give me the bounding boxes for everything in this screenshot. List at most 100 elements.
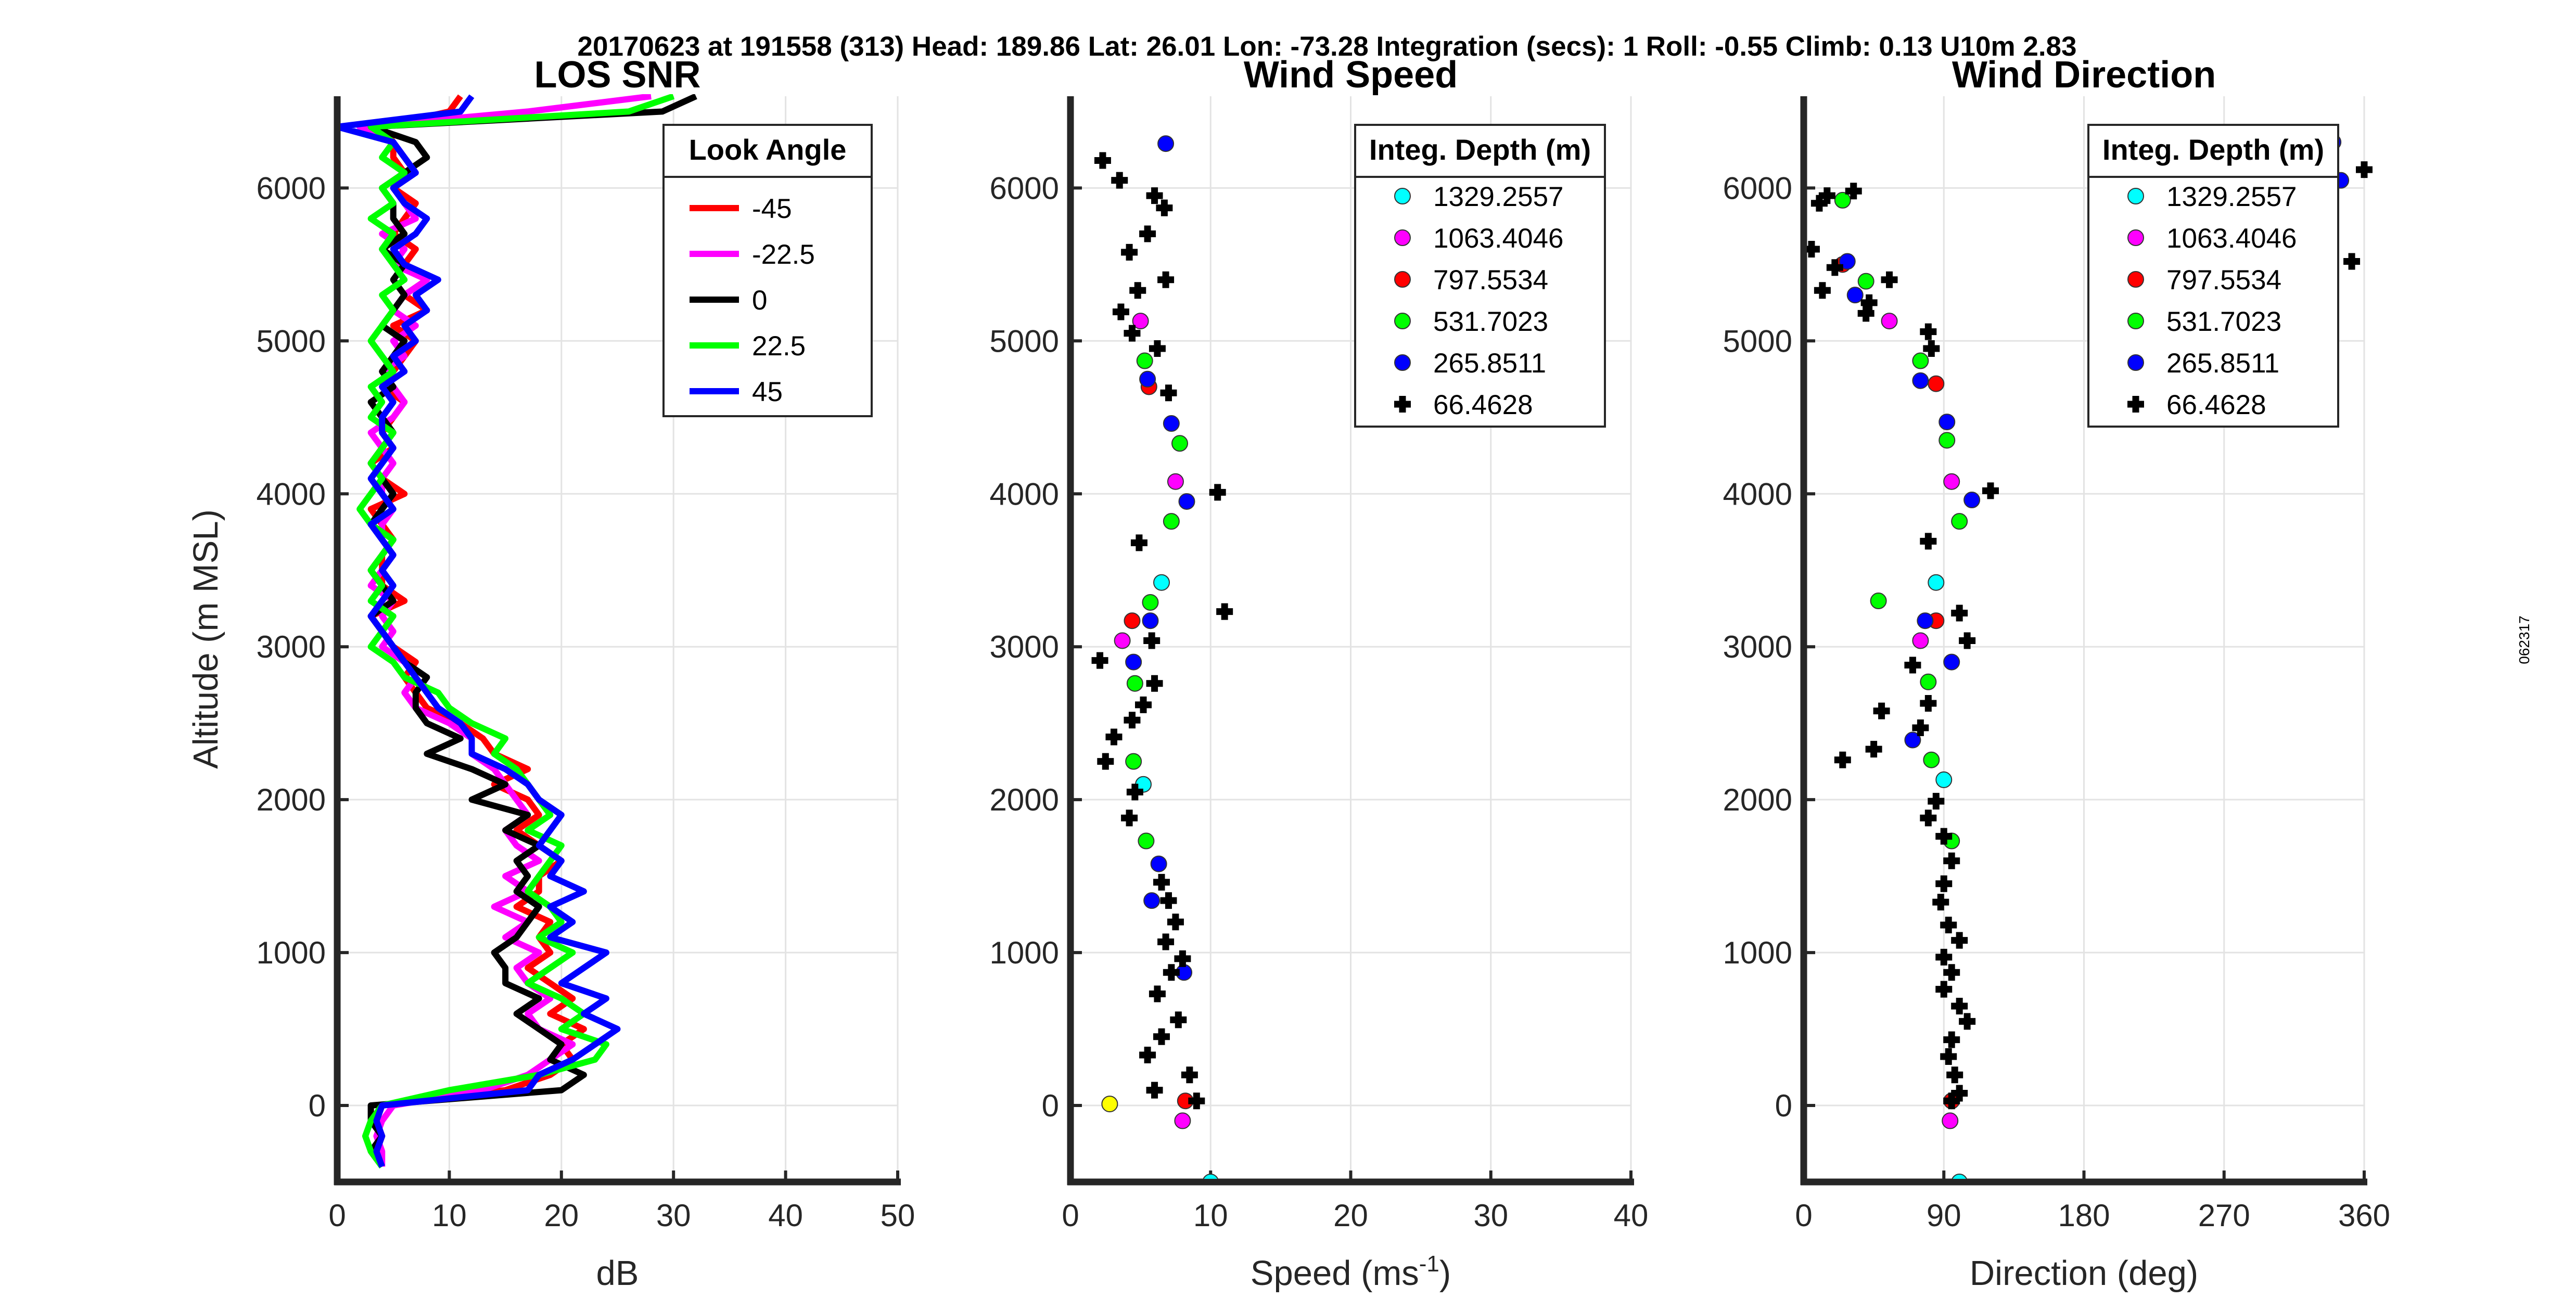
data-point-plus: [1857, 305, 1874, 322]
data-point-plus: [1904, 657, 1921, 674]
y-tick-label: 3000: [1723, 629, 1792, 664]
data-point-plus: [1920, 323, 1937, 340]
x-tick-label: 270: [2198, 1198, 2250, 1233]
data-point-plus: [1121, 243, 1138, 261]
x-tick-label: 360: [2338, 1198, 2390, 1233]
x-axis-label-main: Speed (ms: [1251, 1254, 1419, 1293]
legend-swatch-dot: [2127, 188, 2144, 204]
side-label: 062317: [2516, 615, 2532, 664]
legend: Integ. Depth (m) 1329.2557 1063.4046 797.55…: [1354, 124, 1606, 428]
data-point-plus: [1935, 828, 1953, 845]
data-point-plus: [1935, 948, 1953, 966]
y-tick-label: 4000: [990, 477, 1059, 511]
data-point-plus: [1130, 534, 1147, 551]
data-point-plus: [1834, 751, 1851, 768]
data-point: [1101, 1096, 1118, 1113]
y-tick-label: 0: [1775, 1088, 1792, 1123]
panel-1: 0 10 20 30 40 0 1000 2000 3000 4000 5000 6000 Wind S…: [990, 54, 1649, 1293]
data-point-plus: [1932, 894, 1949, 911]
data-point-plus: [1153, 1028, 1170, 1045]
data-point: [1951, 513, 1968, 530]
data-point-plus: [1153, 873, 1170, 891]
data-point-plus: [1928, 793, 1945, 810]
data-point-plus: [1865, 741, 1882, 758]
data-point-plus: [1216, 603, 1233, 620]
x-tick-label: 40: [1614, 1198, 1649, 1233]
data-point-plus: [1139, 225, 1156, 242]
data-point: [1136, 352, 1153, 369]
data-point-plus: [1845, 183, 1862, 200]
data-point-plus: [1982, 482, 1999, 499]
data-point-plus: [1209, 484, 1226, 501]
y-tick-label: 4000: [1723, 477, 1792, 511]
y-tick-label: 1000: [1723, 935, 1792, 970]
data-point: [1114, 632, 1131, 649]
data-point-plus: [1923, 340, 1940, 357]
data-point-plus: [1935, 875, 1953, 892]
y-tick-label: 1000: [990, 935, 1059, 970]
data-point: [1928, 375, 1945, 392]
data-point: [1923, 751, 1940, 768]
data-point: [1163, 513, 1180, 530]
data-point: [1963, 492, 1981, 509]
legend-label: 66.4628: [2166, 390, 2266, 420]
data-point: [1942, 1112, 1959, 1129]
data-point-plus: [1814, 282, 1831, 299]
y-tick-label: 1000: [257, 935, 326, 970]
series-line-0: [367, 94, 587, 1168]
legend-title: Integ. Depth (m): [1369, 133, 1591, 166]
series-line-4: [340, 94, 621, 1168]
data-point-plus: [1920, 809, 1937, 827]
x-axis-label: Speed (ms-1): [1251, 1251, 1451, 1293]
data-point: [1870, 593, 1887, 610]
y-tick-label: 4000: [257, 477, 326, 511]
data-point-plus: [1881, 271, 1898, 288]
data-point-plus: [1111, 172, 1128, 189]
data-point: [1904, 731, 1921, 749]
data-point-plus: [1146, 187, 1163, 204]
plot-area: [1807, 134, 2373, 1179]
data-point-plus: [1920, 533, 1937, 550]
data-point-plus: [1160, 384, 1177, 402]
x-tick-label: 0: [1062, 1198, 1079, 1233]
y-axis-label: Altitude (m MSL): [186, 509, 225, 769]
data-point: [1132, 313, 1149, 330]
y-tick-label: 2000: [990, 782, 1059, 817]
legend-swatch-dot: [1394, 229, 1411, 246]
chart-title: LOS SNR: [534, 54, 700, 96]
data-point-plus: [1112, 303, 1129, 320]
legend-label: 265.8511: [1433, 348, 1546, 379]
plot-area: [340, 94, 697, 1169]
data-point-plus: [1943, 1031, 1960, 1048]
panel-2: 0 90 180 270 360 0 1000 2000 3000 4000 5000 6000 Win…: [1723, 54, 2391, 1293]
data-point-plus: [1167, 914, 1184, 931]
x-tick-label: 180: [2058, 1198, 2110, 1233]
legend-label: 1329.2557: [1433, 182, 1564, 212]
data-point-plus: [1124, 325, 1141, 342]
legend-swatch-plus: [2127, 396, 2144, 413]
legend-label: 265.8511: [2166, 348, 2279, 379]
data-point: [1839, 253, 1856, 270]
x-tick-label: 30: [1473, 1198, 1508, 1233]
x-axis-label: Direction (deg): [1970, 1254, 2198, 1293]
legend-label: 531.7023: [1433, 306, 1548, 337]
data-point-plus: [1124, 712, 1141, 729]
y-tick-label: 5000: [257, 324, 326, 358]
legend-swatch-plus: [1394, 396, 1411, 413]
plot-area: [1091, 135, 1233, 1179]
data-point: [1943, 653, 1960, 671]
chart-title: Wind Direction: [1952, 54, 2216, 96]
data-point-plus: [1959, 1013, 1976, 1030]
data-point-plus: [1810, 195, 1828, 212]
data-point: [1178, 493, 1195, 510]
legend-label: 797.5534: [2166, 265, 2281, 295]
legend-label: -45: [752, 194, 792, 224]
data-point-plus: [1146, 675, 1163, 692]
data-point: [1150, 855, 1167, 872]
data-point-plus: [1157, 933, 1175, 950]
data-point-plus: [2356, 161, 2373, 178]
data-point-plus: [1170, 1011, 1187, 1028]
x-tick-label: 10: [1193, 1198, 1228, 1233]
y-tick-label: 6000: [990, 171, 1059, 205]
